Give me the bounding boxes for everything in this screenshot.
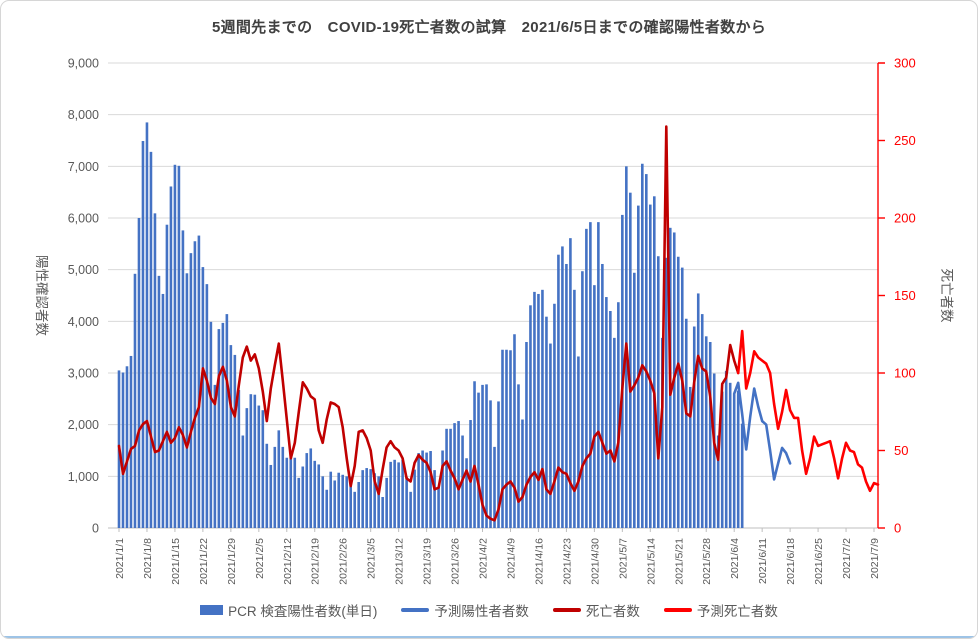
left-tick-label: 7,000: [68, 160, 99, 174]
right-tick-label: 300: [894, 56, 916, 71]
left-tick-label: 1,000: [68, 470, 99, 484]
right-tick-label: 150: [894, 288, 916, 303]
x-tick-label: 2021/5/14: [645, 538, 657, 585]
left-axis-title: 陽性確認者数: [34, 255, 49, 336]
bar-series-swatch-icon: [200, 605, 224, 615]
x-tick-label: 2021/1/8: [142, 538, 154, 579]
x-tick-label: 2021/3/26: [450, 538, 462, 585]
x-tick-label: 2021/2/19: [310, 538, 322, 585]
legend-item-predicted-deaths: 予測死亡者数: [663, 600, 778, 620]
x-tick-label: 2021/4/16: [533, 538, 545, 585]
left-tick-label: 2,000: [68, 418, 99, 432]
x-tick-label: 2021/1/22: [198, 538, 210, 585]
x-tick-label: 2021/6/4: [729, 538, 741, 579]
left-tick-label: 4,000: [68, 315, 99, 329]
left-tick-label: 5,000: [68, 263, 99, 277]
series: [117, 122, 880, 529]
x-tick-label: 2021/2/5: [254, 538, 266, 579]
chart-title: 5週間先までの COVID-19死亡者数の試算 2021/6/5日までの確認陽性…: [211, 19, 767, 36]
x-tick-label: 2021/5/21: [673, 538, 685, 585]
x-tick-label: 2021/3/12: [394, 538, 406, 585]
left-tick-label: 0: [92, 522, 99, 536]
legend-item-predicted-positives: 予測陽性者者数: [401, 600, 529, 620]
x-tick-label: 2021/1/15: [170, 538, 182, 585]
chart-legend: PCR 検査陽性者数(単日) 予測陽性者者数 死亡者数 予測死亡者数: [1, 600, 977, 620]
x-tick-label: 2021/3/5: [366, 538, 378, 579]
x-axis: 2021/1/1 2021/1/8 2021/1/15 2021/1/22 2021/1…: [108, 527, 881, 585]
legend-label-pcr-positives: PCR 検査陽性者数(単日): [228, 604, 378, 619]
x-tick-label: 2021/5/7: [617, 538, 629, 579]
right-tick-label: 250: [894, 133, 916, 148]
line-series-swatch-icon: [401, 608, 430, 612]
left-tick-label: 6,000: [68, 212, 99, 226]
x-tick-label: 2021/4/30: [589, 538, 601, 585]
x-tick-label: 2021/7/9: [869, 538, 881, 579]
x-tick-label: 2021/6/11: [757, 538, 769, 584]
x-tick-label: 2021/7/2: [841, 538, 853, 579]
x-tick-label: 2021/6/25: [813, 538, 825, 585]
legend-label-predicted-deaths: 予測死亡者数: [696, 604, 778, 619]
line-series-swatch-icon: [663, 608, 692, 612]
right-tick-label: 200: [894, 211, 916, 226]
x-tick-label: 2021/4/2: [478, 538, 490, 579]
x-tick-label: 2021/4/23: [561, 538, 573, 585]
left-tick-label: 3,000: [68, 367, 99, 381]
window-bottom-edge: [1, 636, 977, 638]
chart-canvas: 2021/1/1 2021/1/8 2021/1/15 2021/1/22 2021/1…: [34, 56, 954, 585]
legend-item-pcr-positives: PCR 検査陽性者数(単日): [200, 600, 377, 620]
x-tick-label: 2021/5/28: [701, 538, 713, 585]
line-series: [732, 381, 792, 481]
x-tick-label: 2021/2/26: [338, 538, 350, 585]
x-tick-label: 2021/1/29: [226, 538, 238, 585]
right-tick-label: 50: [894, 443, 908, 458]
left-tick-label: 8,000: [68, 108, 99, 122]
left-axis: 0 1,000 2,000 3,000 4,000 5,000 6,000 7,000 8,00…: [34, 57, 99, 536]
right-tick-label: 0: [894, 521, 901, 536]
left-tick-label: 9,000: [68, 57, 99, 71]
line-series: [736, 329, 880, 493]
x-tick-label: 2021/1/1: [114, 538, 126, 579]
x-tick-label: 2021/6/18: [785, 538, 797, 585]
x-tick-label: 2021/3/19: [422, 538, 434, 585]
bar-series: [117, 122, 744, 529]
legend-label-predicted-positives: 予測陽性者者数: [434, 604, 529, 619]
x-tick-label: 2021/4/9: [505, 538, 517, 579]
x-tick-label: 2021/2/12: [282, 538, 294, 585]
right-axis: 0 50 100 150 200 250 300 死亡者数: [877, 56, 954, 536]
right-tick-label: 100: [894, 366, 916, 381]
right-axis-title: 死亡者数: [939, 269, 954, 323]
line-series-swatch-icon: [552, 608, 581, 612]
legend-label-deaths: 死亡者数: [585, 604, 640, 619]
legend-item-deaths: 死亡者数: [552, 600, 640, 620]
line-series: [117, 125, 740, 522]
